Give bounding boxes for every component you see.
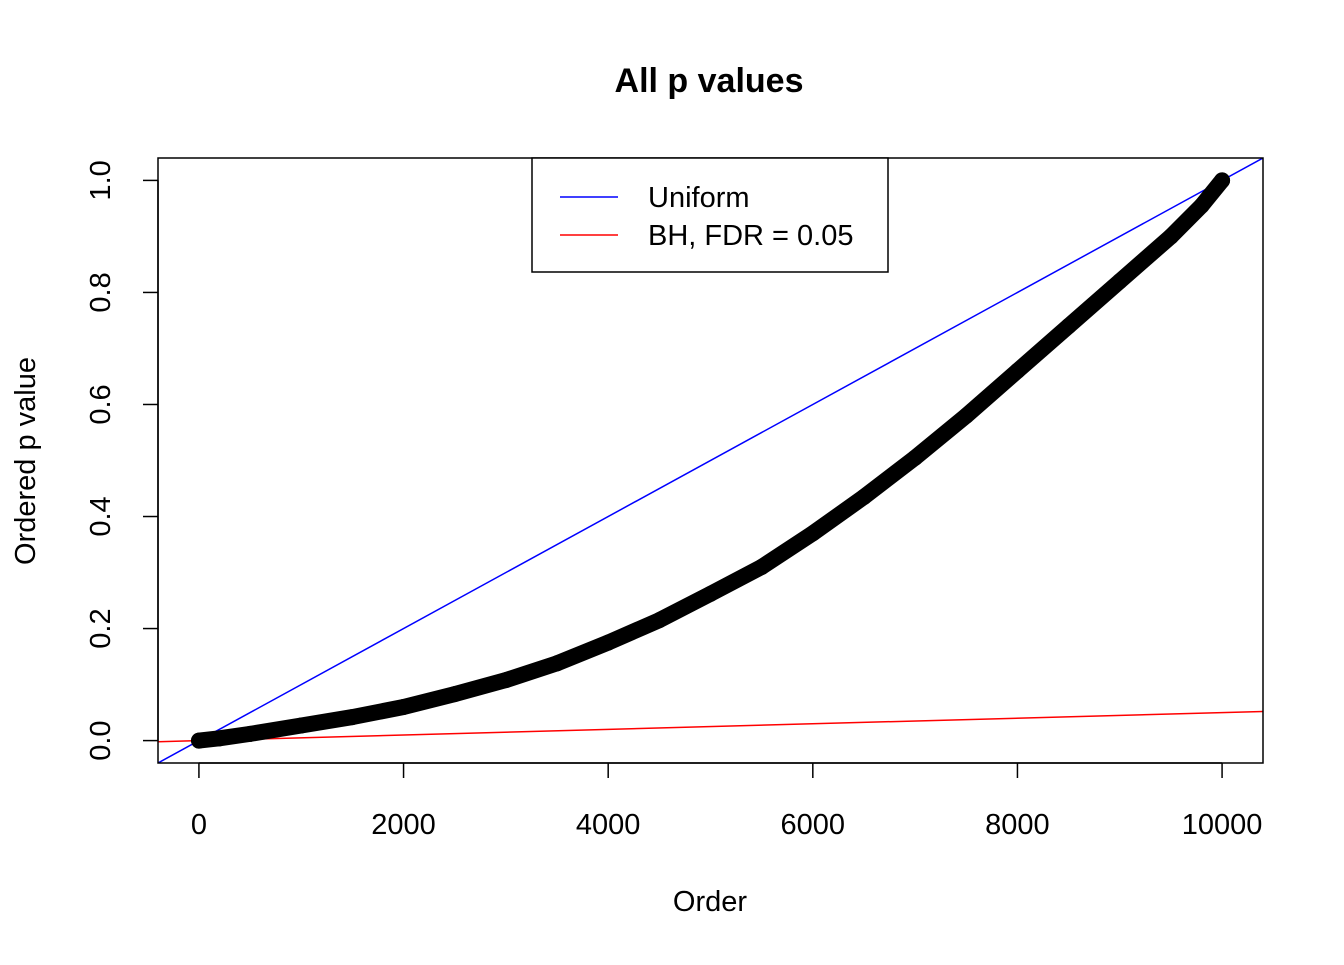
x-axis: 0 2000 4000 6000 8000 10000 [191,762,1263,841]
legend-label-bh: BH, FDR = 0.05 [648,220,854,252]
data-point [907,449,924,466]
data-point [497,672,514,689]
legend-label-uniform: Uniform [648,182,750,214]
data-point [1009,362,1026,379]
y-tick-label: 0.4 [85,496,117,536]
x-tick-label: 2000 [371,809,436,841]
data-point [651,612,668,629]
y-tick-label: 0.6 [85,384,117,424]
x-tick-label: 0 [191,809,207,841]
chart-title: All p values [615,62,804,100]
x-tick-label: 8000 [985,809,1050,841]
data-point [191,732,208,749]
y-tick-label: 1.0 [85,160,117,200]
data-point [293,717,310,734]
bh-fdr-line [158,710,1263,743]
data-point [344,709,361,726]
legend-box [531,157,889,273]
y-axis-label: Ordered p value [10,357,42,565]
data-point [211,730,228,747]
data-point [549,655,566,672]
data-point [242,725,259,742]
data-point [1111,273,1128,290]
y-tick-label: 0.8 [85,272,117,312]
x-tick-label: 4000 [576,809,641,841]
data-point [395,698,412,715]
legend: Uniform BH, FDR = 0.05 [531,157,889,273]
y-tick-label: 0.0 [85,720,117,760]
data-point [1162,228,1179,245]
data-point [1060,318,1077,335]
data-point [804,525,821,542]
data-point [1214,172,1231,189]
x-tick-label: 6000 [781,809,846,841]
data-point [702,585,719,602]
data-point [1193,197,1210,214]
reference-lines [158,158,1263,763]
data-points [191,172,1231,749]
x-axis-label: Order [673,886,747,918]
y-tick-label: 0.2 [85,608,117,648]
data-point [855,488,872,505]
uniform-line [158,158,1263,763]
y-axis: 0.0 0.2 0.4 0.6 0.8 1.0 [85,160,159,761]
data-point [446,686,463,703]
data-point [958,407,975,424]
x-tick-label: 10000 [1182,809,1263,841]
data-point [600,634,617,651]
data-point [753,558,770,575]
